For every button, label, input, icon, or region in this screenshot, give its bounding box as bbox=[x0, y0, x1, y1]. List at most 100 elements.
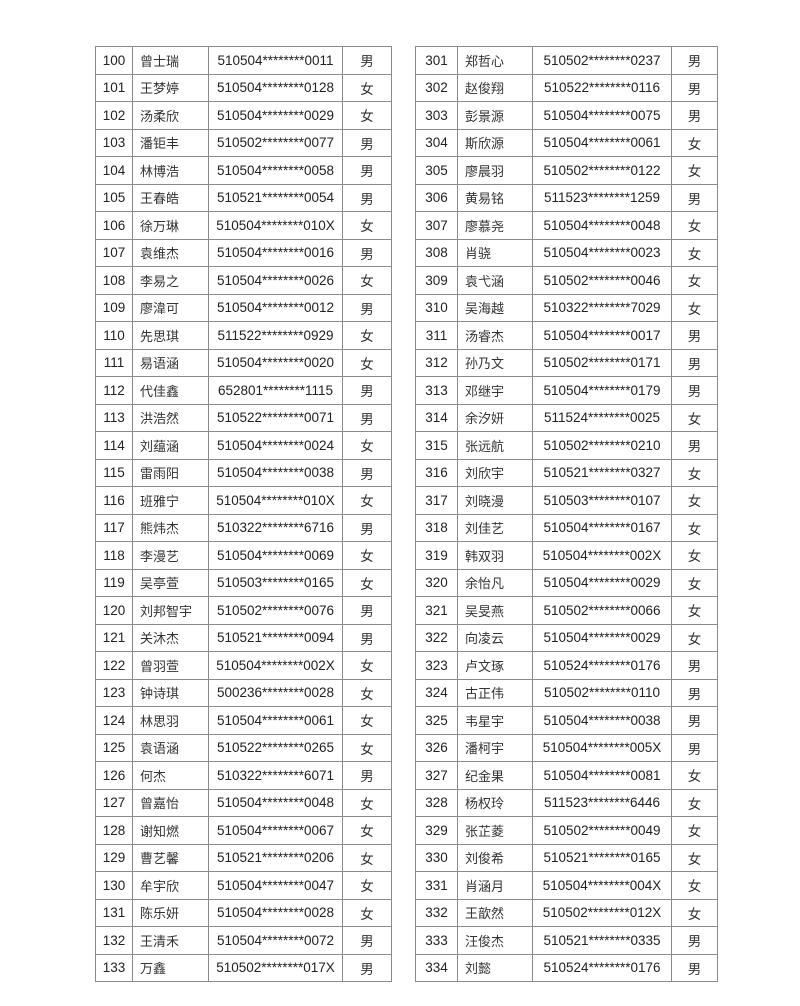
id-number: 510504********0058 bbox=[208, 156, 343, 185]
student-name: 汤睿杰 bbox=[457, 321, 533, 350]
student-name: 王清禾 bbox=[132, 926, 209, 955]
table-row: 131 陈乐妍 510504********0028 女 bbox=[95, 898, 392, 927]
table-row: 119 吴亭萱 510503********0165 女 bbox=[95, 568, 392, 597]
row-number: 317 bbox=[415, 486, 458, 515]
student-name: 谢知燃 bbox=[132, 816, 209, 845]
table-row: 109 廖湋可 510504********0012 男 bbox=[95, 293, 392, 322]
student-name: 廖湋可 bbox=[132, 293, 209, 322]
student-name: 卢文琢 bbox=[457, 651, 533, 680]
student-name: 陈乐妍 bbox=[132, 898, 209, 927]
row-number: 314 bbox=[415, 403, 458, 432]
id-number: 652801********1115 bbox=[208, 376, 343, 405]
row-number: 108 bbox=[95, 266, 133, 295]
roster-table-right: 301 郑哲心 510502********0237 男 302 赵俊翔 510522***… bbox=[415, 46, 718, 982]
gender: 女 bbox=[342, 816, 392, 845]
row-number: 110 bbox=[95, 321, 133, 350]
row-number: 112 bbox=[95, 376, 133, 405]
student-name: 王梦婷 bbox=[132, 73, 209, 102]
gender: 男 bbox=[671, 348, 718, 377]
student-name: 廖慕尧 bbox=[457, 211, 533, 240]
gender: 女 bbox=[671, 843, 718, 872]
gender: 女 bbox=[671, 816, 718, 845]
student-name: 林思羽 bbox=[132, 706, 209, 735]
row-number: 304 bbox=[415, 128, 458, 157]
student-name: 刘蕴涵 bbox=[132, 431, 209, 460]
table-row: 319 韩双羽 510504********002X 女 bbox=[415, 541, 718, 570]
gender: 女 bbox=[342, 706, 392, 735]
id-number: 510502********0049 bbox=[532, 816, 672, 845]
row-number: 116 bbox=[95, 486, 133, 515]
row-number: 124 bbox=[95, 706, 133, 735]
row-number: 319 bbox=[415, 541, 458, 570]
id-number: 510504********010X bbox=[208, 211, 343, 240]
row-number: 332 bbox=[415, 898, 458, 927]
gender: 男 bbox=[342, 623, 392, 652]
id-number: 510504********0017 bbox=[532, 321, 672, 350]
row-number: 123 bbox=[95, 678, 133, 707]
row-number: 320 bbox=[415, 568, 458, 597]
gender: 女 bbox=[671, 788, 718, 817]
gender: 男 bbox=[342, 293, 392, 322]
row-number: 331 bbox=[415, 871, 458, 900]
row-number: 109 bbox=[95, 293, 133, 322]
id-number: 510504********0024 bbox=[208, 431, 343, 460]
table-row: 126 何杰 510322********6071 男 bbox=[95, 761, 392, 790]
id-number: 510521********0094 bbox=[208, 623, 343, 652]
id-number: 510504********0038 bbox=[208, 458, 343, 487]
table-row: 117 熊炜杰 510322********6716 男 bbox=[95, 513, 392, 542]
id-number: 510504********0047 bbox=[208, 871, 343, 900]
row-number: 103 bbox=[95, 128, 133, 157]
id-number: 510504********0038 bbox=[532, 706, 672, 735]
gender: 女 bbox=[342, 431, 392, 460]
gender: 女 bbox=[671, 761, 718, 790]
gender: 女 bbox=[671, 238, 718, 267]
row-number: 305 bbox=[415, 156, 458, 185]
gender: 女 bbox=[342, 733, 392, 762]
row-number: 327 bbox=[415, 761, 458, 790]
student-name: 代佳鑫 bbox=[132, 376, 209, 405]
row-number: 100 bbox=[95, 46, 133, 75]
table-row: 309 袁弋涵 510502********0046 女 bbox=[415, 266, 718, 295]
id-number: 510504********005X bbox=[532, 733, 672, 762]
student-name: 牟宇欣 bbox=[132, 871, 209, 900]
row-number: 318 bbox=[415, 513, 458, 542]
student-name: 向凌云 bbox=[457, 623, 533, 652]
id-number: 510504********0011 bbox=[208, 46, 343, 75]
id-number: 510503********0165 bbox=[208, 568, 343, 597]
table-row: 116 班雅宁 510504********010X 女 bbox=[95, 486, 392, 515]
row-number: 121 bbox=[95, 623, 133, 652]
student-name: 赵俊翔 bbox=[457, 73, 533, 102]
id-number: 510504********004X bbox=[532, 871, 672, 900]
table-row: 130 牟宇欣 510504********0047 女 bbox=[95, 871, 392, 900]
id-number: 510504********002X bbox=[532, 541, 672, 570]
row-number: 105 bbox=[95, 183, 133, 212]
id-number: 510504********0020 bbox=[208, 348, 343, 377]
id-number: 510522********0071 bbox=[208, 403, 343, 432]
student-name: 刘晓漫 bbox=[457, 486, 533, 515]
student-name: 古正伟 bbox=[457, 678, 533, 707]
gender: 女 bbox=[342, 73, 392, 102]
gender: 男 bbox=[342, 183, 392, 212]
table-row: 120 刘邦智宇 510502********0076 男 bbox=[95, 596, 392, 625]
row-number: 322 bbox=[415, 623, 458, 652]
student-name: 余汐妍 bbox=[457, 403, 533, 432]
gender: 女 bbox=[671, 623, 718, 652]
table-row: 114 刘蕴涵 510504********0024 女 bbox=[95, 431, 392, 460]
id-number: 510522********0116 bbox=[532, 73, 672, 102]
gender: 女 bbox=[671, 458, 718, 487]
row-number: 113 bbox=[95, 403, 133, 432]
student-name: 熊炜杰 bbox=[132, 513, 209, 542]
student-name: 韩双羽 bbox=[457, 541, 533, 570]
gender: 女 bbox=[342, 348, 392, 377]
table-row: 328 杨权玲 511523********6446 女 bbox=[415, 788, 718, 817]
student-name: 肖涵月 bbox=[457, 871, 533, 900]
id-number: 510504********0026 bbox=[208, 266, 343, 295]
row-number: 329 bbox=[415, 816, 458, 845]
table-row: 122 曾羽萱 510504********002X 女 bbox=[95, 651, 392, 680]
id-number: 510502********0046 bbox=[532, 266, 672, 295]
gender: 女 bbox=[671, 293, 718, 322]
row-number: 129 bbox=[95, 843, 133, 872]
gender: 女 bbox=[671, 898, 718, 927]
student-name: 曹艺馨 bbox=[132, 843, 209, 872]
id-number: 511523********1259 bbox=[532, 183, 672, 212]
